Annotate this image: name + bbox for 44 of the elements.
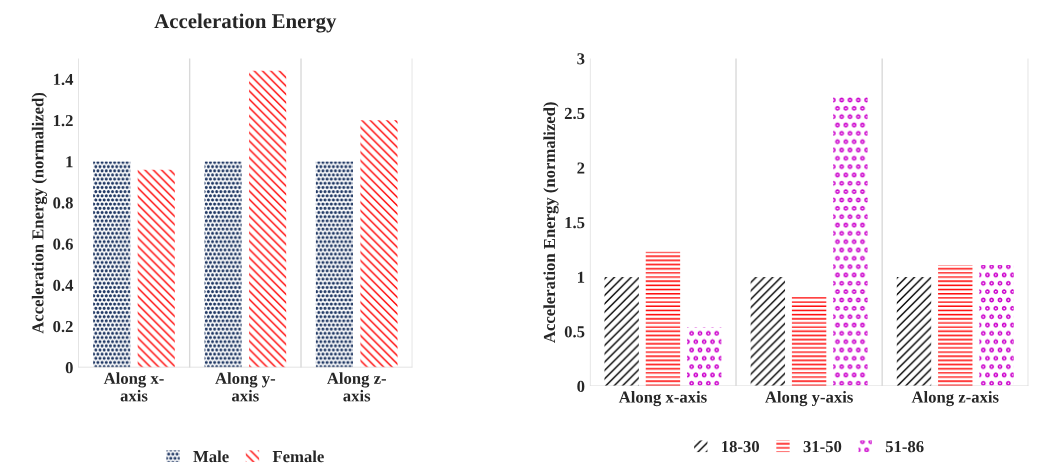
x-tick-label: Along y-axis (765, 390, 853, 407)
y-tick-label: 1.2 (53, 115, 73, 127)
y-tick-label: 2 (577, 162, 585, 174)
legend-label: 31-50 (803, 441, 842, 453)
x-tick-label: Along x- axis (103, 372, 164, 402)
bar (315, 161, 353, 368)
bar (137, 169, 175, 368)
bar (938, 264, 973, 387)
bar (896, 276, 932, 387)
bar (750, 276, 786, 387)
chart-title: Acceleration Energy (154, 13, 337, 33)
y-tick-label: 0 (65, 362, 73, 374)
y-tick-label: 1.4 (53, 73, 74, 86)
y-tick-label: 0.2 (53, 320, 73, 333)
bar (360, 120, 398, 368)
bar (249, 70, 287, 368)
y-axis-title: Acceleration Energy (normalized) (543, 102, 559, 343)
y-tick-label: 0 (577, 380, 585, 393)
y-tick-label: 1 (578, 271, 585, 283)
bar (791, 296, 827, 387)
y-tick-label: 0.8 (53, 197, 73, 209)
x-tick-label: Along y- axis (215, 372, 276, 402)
bar (93, 161, 131, 368)
legend-label: 18-30 (722, 441, 760, 453)
bar (604, 276, 639, 387)
y-tick-label: 0.5 (564, 326, 585, 338)
y-tick-label: 0.4 (53, 279, 74, 292)
y-tick-label: 1 (66, 156, 73, 168)
legend-label: Male (193, 450, 229, 463)
bar (204, 161, 242, 368)
y-tick-label: 3 (577, 53, 585, 65)
y-axis-title: Acceleration Energy (normalized) (31, 92, 48, 334)
y-tick-label: 2.5 (564, 107, 585, 120)
legend-label: Female (272, 450, 324, 463)
x-tick-label: Along x-axis (618, 390, 707, 407)
bar (833, 94, 868, 387)
bar (687, 327, 722, 387)
legend-label: 51-86 (885, 441, 924, 453)
bar (979, 264, 1014, 387)
x-tick-label: Along z- axis (327, 372, 386, 402)
x-tick-label: Along z-axis (911, 390, 999, 407)
y-tick-label: 1.5 (565, 217, 585, 229)
bar (645, 251, 681, 387)
y-tick-label: 0.6 (53, 238, 73, 250)
